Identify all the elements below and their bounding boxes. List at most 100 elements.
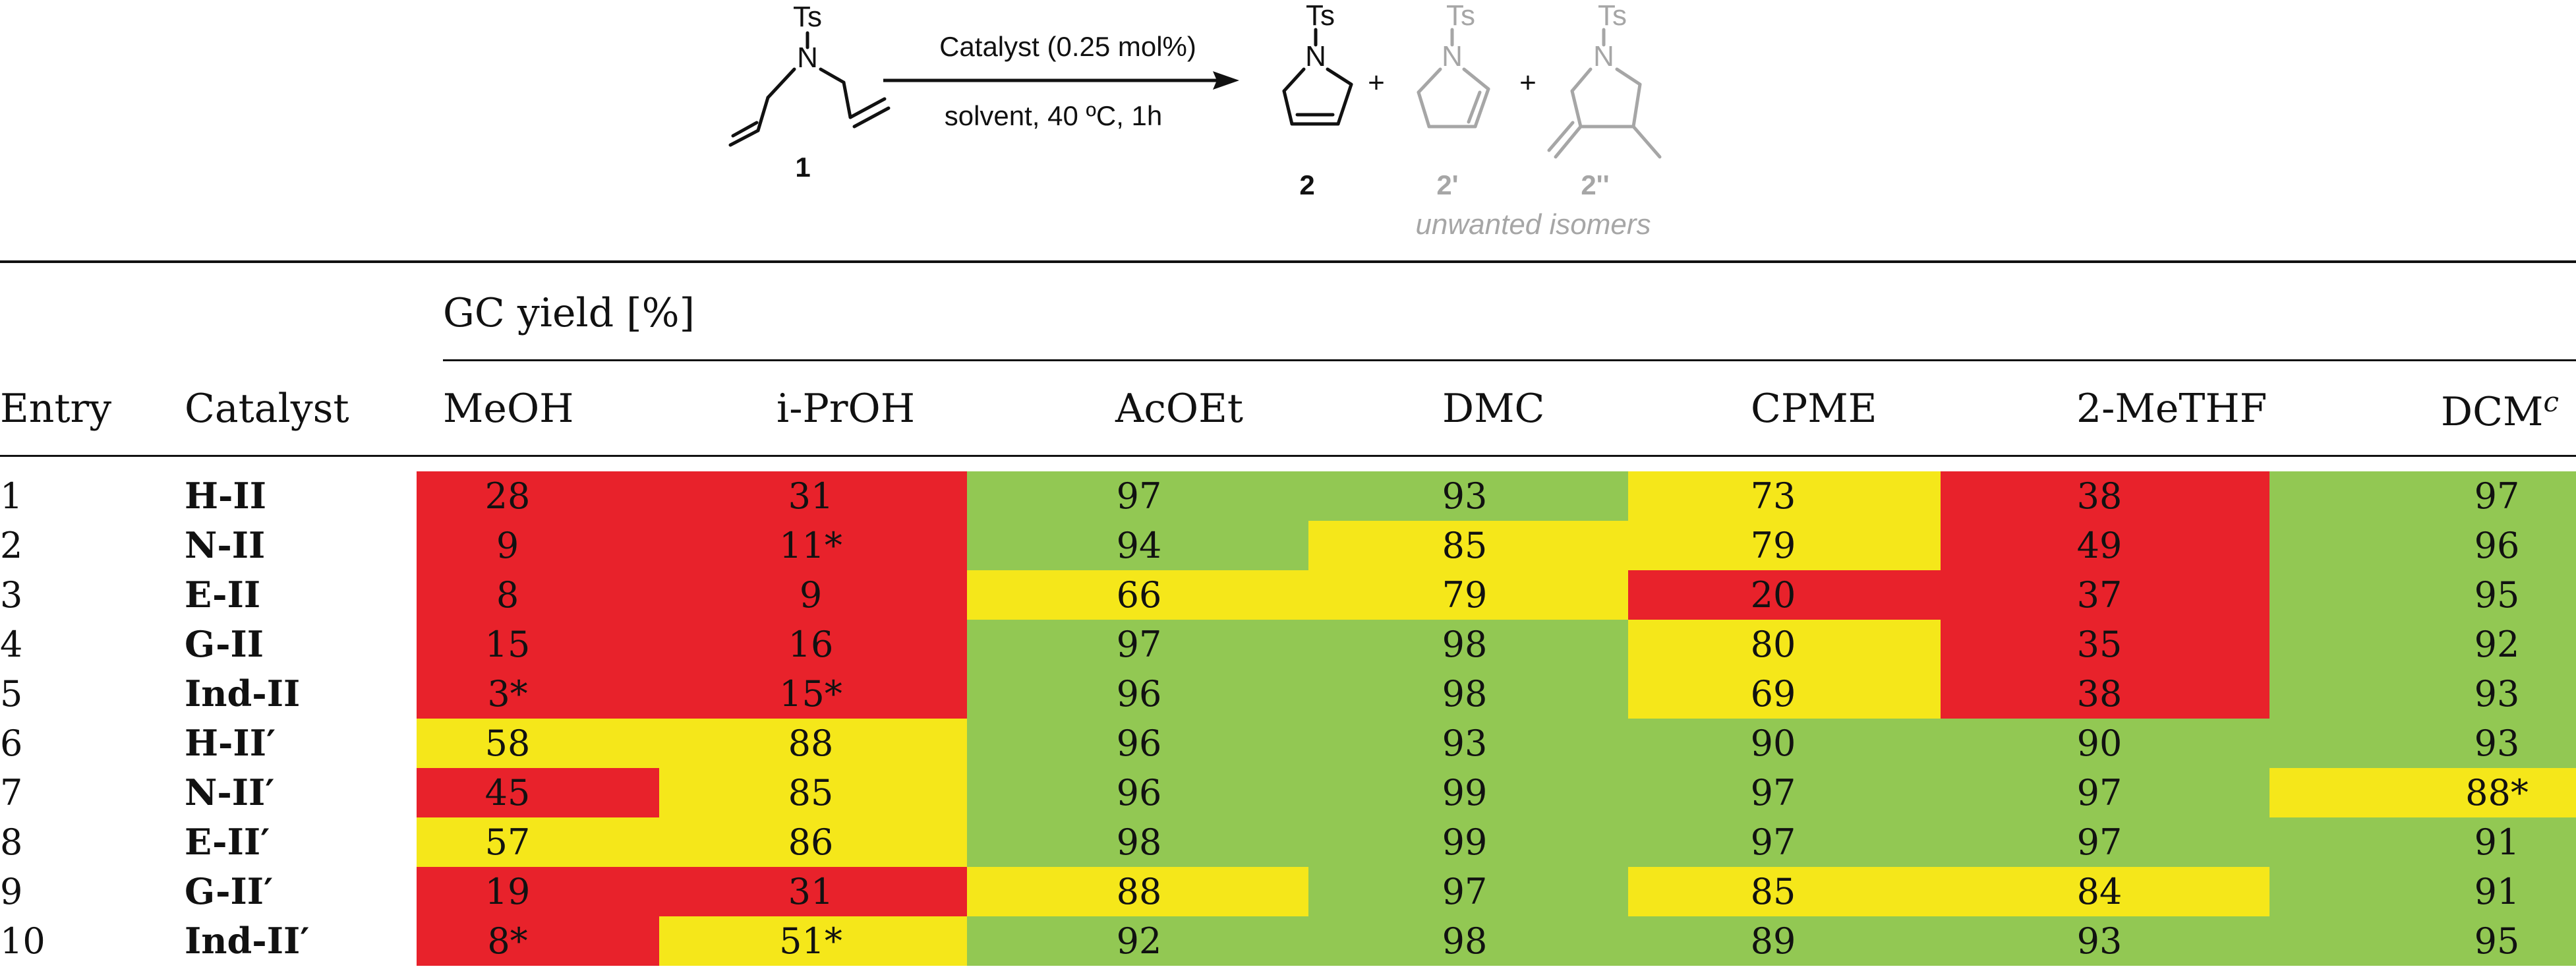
yield-value: 98 <box>1442 920 1488 962</box>
yield-value: 37 <box>2076 574 2122 616</box>
yield-value: 98 <box>1442 624 1488 665</box>
yield-cell-background <box>417 867 659 916</box>
yield-cell-background <box>1628 471 1941 521</box>
yield-value: 98 <box>1442 673 1488 715</box>
product-n-label: N <box>1305 40 1326 73</box>
yield-value: 88 <box>1116 871 1162 912</box>
yield-value: 16 <box>788 624 834 665</box>
yield-value: 97 <box>2474 475 2520 517</box>
yield-value: 3* <box>487 673 528 715</box>
yield-cell-background <box>1308 817 1628 867</box>
yield-value: 95 <box>2474 574 2520 616</box>
product-ts-label: Ts <box>1306 0 1335 32</box>
catalyst-name: H-II′ <box>185 722 276 764</box>
conditions-catalyst-text: Catalyst (0.25 mol%) <box>939 31 1196 62</box>
yield-value: 85 <box>1750 871 1796 912</box>
conditions-solvent-text: solvent, 40 ºC, 1h <box>945 100 1163 131</box>
yield-cell-background <box>1628 768 1941 817</box>
yield-value: 9 <box>496 525 519 566</box>
solvent-header-acoet: AcOEt <box>1115 386 1244 432</box>
yield-table-body: 1 H-II 28 31 97 93 73 38 97 2 N-II 9 11* 94 85 79 49 96 3 E… <box>0 471 2576 977</box>
yield-cell-background <box>659 669 967 719</box>
yield-value: 97 <box>2076 772 2122 814</box>
yield-cell-background <box>967 471 1308 521</box>
yield-cell-background <box>2269 620 2576 669</box>
diallyl-tosylamide-structure <box>728 31 891 147</box>
yield-cell-background <box>1308 916 1628 966</box>
yield-cell-background <box>659 768 967 817</box>
yield-value: 93 <box>1442 723 1488 764</box>
yield-value: 99 <box>1442 821 1488 863</box>
isomer-2prime-number: 2' <box>1436 169 1458 200</box>
yield-value: 49 <box>2076 525 2122 566</box>
yield-value: 94 <box>1116 525 1162 566</box>
yield-cell-background <box>1628 521 1941 570</box>
plus-sign: + <box>1368 67 1385 99</box>
table-row: 9 G-II′ 19 31 88 97 85 84 91 <box>0 867 2576 916</box>
yield-value: 38 <box>2076 673 2122 715</box>
group-header-rule <box>443 359 2576 361</box>
yield-cell-background <box>417 620 659 669</box>
yield-cell-background <box>1628 867 1941 916</box>
isomer-2doubleprime-n-label: N <box>1593 40 1614 73</box>
yield-value: 51* <box>779 920 842 962</box>
solvent-header-cpme: CPME <box>1751 386 1877 432</box>
yield-cell-background <box>659 570 967 620</box>
entry-number: 4 <box>0 624 23 665</box>
yield-cell-background <box>967 719 1308 768</box>
entry-number: 9 <box>0 871 23 912</box>
product-pyrroline-structure <box>1282 28 1353 126</box>
yield-cell-background <box>1941 471 2269 521</box>
yield-cell-background <box>659 817 967 867</box>
entry-number: 10 <box>0 920 45 962</box>
table-row: 6 H-II′ 58 88 96 93 90 90 93 <box>0 719 2576 768</box>
yield-cell-background <box>967 817 1308 867</box>
solvent-header-dcm: DCMc <box>2441 386 2559 435</box>
gc-yield-header: GC yield [%] <box>443 290 695 336</box>
yield-cell-background <box>2269 916 2576 966</box>
yield-cell-background <box>1628 719 1941 768</box>
entry-number: 8 <box>0 821 23 863</box>
yield-cell-background <box>2269 570 2576 620</box>
yield-value: 38 <box>2076 475 2122 517</box>
entry-column-header: Entry <box>0 386 112 432</box>
reaction-scheme: Ts N 1 Catalyst (0.25 mol%) solvent, 40 … <box>728 0 1662 241</box>
yield-cell-background <box>1941 817 2269 867</box>
dcm-footnote-marker: c <box>2543 386 2559 418</box>
yield-value: 69 <box>1750 673 1796 715</box>
solvent-header-dmc: DMC <box>1442 386 1545 432</box>
yield-cell-background <box>1628 817 1941 867</box>
yield-value: 28 <box>484 475 531 517</box>
entry-number: 6 <box>0 723 23 764</box>
yield-cell-background <box>967 521 1308 570</box>
yield-cell-background <box>417 768 659 817</box>
catalyst-name: N-II′ <box>185 771 275 814</box>
catalyst-column-header: Catalyst <box>185 386 349 432</box>
yield-cell-background <box>1941 768 2269 817</box>
yield-value: 86 <box>788 821 834 863</box>
yield-cell-background <box>1628 669 1941 719</box>
unwanted-isomers-caption: unwanted isomers <box>1415 208 1651 241</box>
yield-cell-background <box>967 620 1308 669</box>
yield-cell-background <box>417 521 659 570</box>
yield-cell-background <box>967 916 1308 966</box>
entry-number: 1 <box>0 475 23 517</box>
solvent-header-2methf: 2-MeTHF <box>2076 386 2268 432</box>
yield-cell-background <box>2269 768 2576 817</box>
yield-value: 97 <box>1116 624 1162 665</box>
catalyst-name: N-II <box>185 524 266 566</box>
yield-value: 9 <box>799 574 823 616</box>
yield-cell-background <box>2269 669 2576 719</box>
yield-value: 79 <box>1442 574 1488 616</box>
catalyst-name: E-II <box>185 574 261 616</box>
yield-cell-background <box>1308 570 1628 620</box>
yield-cell-background <box>1308 867 1628 916</box>
yield-cell-background <box>2269 719 2576 768</box>
yield-value: 85 <box>788 772 834 814</box>
dcm-label: DCM <box>2441 389 2544 435</box>
entry-number: 7 <box>0 772 23 814</box>
entry-number: 5 <box>0 673 23 715</box>
table-row: 8 E-II′ 57 86 98 99 97 97 91 <box>0 817 2576 867</box>
yield-value: 88 <box>788 723 834 764</box>
catalyst-name: H-II <box>185 475 266 517</box>
